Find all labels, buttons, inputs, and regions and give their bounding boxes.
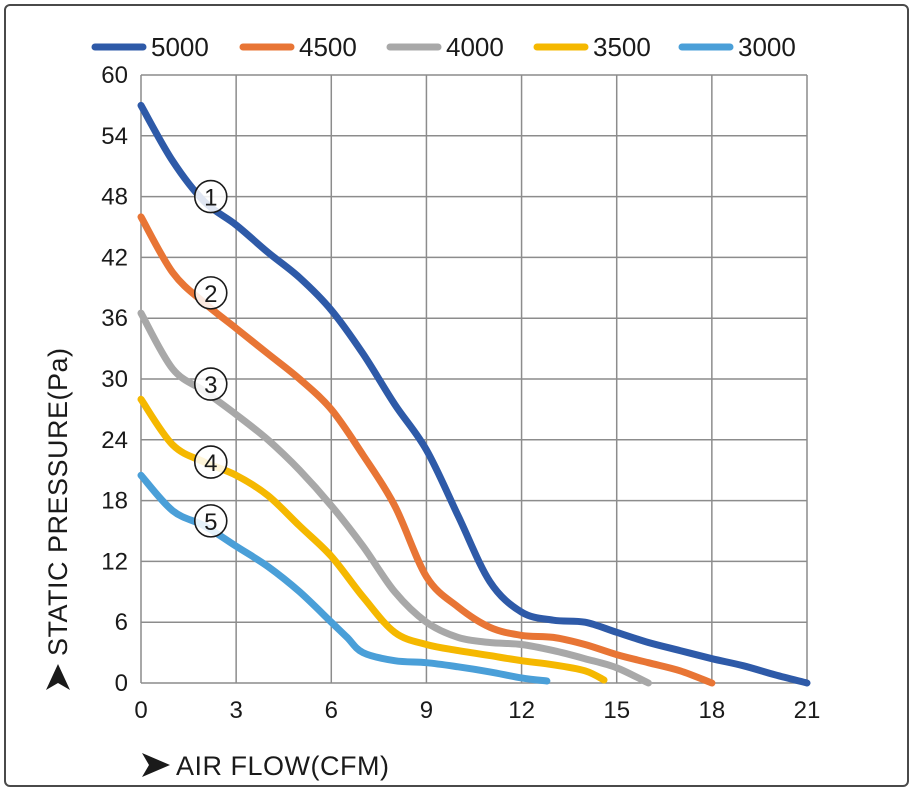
series-markers: 1 2 3 4 5 bbox=[193, 179, 228, 538]
y-tick-label: 48 bbox=[101, 184, 128, 211]
x-axis-label: AIR FLOW(CFM) bbox=[176, 751, 389, 781]
y-tick-label: 60 bbox=[101, 62, 128, 89]
y-axis-arrow-icon bbox=[46, 664, 70, 690]
grid bbox=[140, 74, 808, 684]
legend-label-4000: 4000 bbox=[446, 32, 504, 62]
series-marker-circle bbox=[193, 276, 228, 310]
series-marker-number: 4 bbox=[204, 450, 217, 477]
legend-label-3000: 3000 bbox=[738, 32, 796, 62]
y-axis-label: STATIC PRESSURE(Pa) bbox=[43, 347, 73, 656]
x-tick-label: 6 bbox=[325, 697, 338, 724]
series-marker-number: 3 bbox=[204, 372, 217, 399]
y-tick-label: 18 bbox=[101, 488, 128, 515]
series-line-4500 bbox=[137, 213, 716, 687]
y-tick-label: 54 bbox=[101, 123, 128, 150]
series-line-4000 bbox=[137, 309, 652, 687]
series-marker-number: 1 bbox=[204, 185, 217, 212]
y-tick-label: 6 bbox=[115, 609, 128, 636]
y-tick-label: 30 bbox=[101, 366, 128, 393]
y-tick-label: 0 bbox=[115, 670, 128, 697]
series-lines bbox=[137, 101, 811, 687]
y-tick-label: 42 bbox=[101, 244, 128, 271]
series-marker-circle bbox=[193, 179, 228, 214]
x-tick-label: 21 bbox=[794, 697, 821, 724]
x-axis-label-group: AIR FLOW(CFM) bbox=[142, 751, 389, 781]
y-axis-label-group: STATIC PRESSURE(Pa) bbox=[43, 347, 73, 690]
x-tick-label: 3 bbox=[229, 697, 242, 724]
y-tick-label: 36 bbox=[101, 305, 128, 332]
x-tick-label: 9 bbox=[420, 697, 433, 724]
y-tick-label: 12 bbox=[101, 548, 128, 575]
legend-label-3500: 3500 bbox=[593, 32, 651, 62]
y-axis-ticks: 0 6 12 18 24 30 36 42 48 54 60 bbox=[101, 62, 128, 697]
x-tick-label: 15 bbox=[603, 697, 630, 724]
x-axis-arrow-icon bbox=[142, 753, 170, 777]
series-marker-circle bbox=[193, 504, 228, 538]
y-tick-label: 24 bbox=[101, 427, 128, 454]
x-tick-label: 12 bbox=[508, 697, 535, 724]
x-tick-label: 18 bbox=[699, 697, 726, 724]
x-axis-ticks: 0 3 6 9 12 15 18 21 bbox=[134, 697, 820, 724]
series-line-5000 bbox=[137, 101, 811, 687]
series-marker-circle bbox=[193, 445, 228, 479]
series-marker-number: 2 bbox=[204, 281, 217, 308]
series-marker-number: 5 bbox=[204, 509, 217, 536]
x-tick-label: 0 bbox=[134, 697, 147, 724]
legend: 5000 4500 4000 3500 3000 bbox=[91, 32, 796, 62]
series-marker-circle bbox=[193, 367, 228, 401]
legend-label-4500: 4500 bbox=[299, 32, 357, 62]
legend-label-5000: 5000 bbox=[151, 32, 209, 62]
